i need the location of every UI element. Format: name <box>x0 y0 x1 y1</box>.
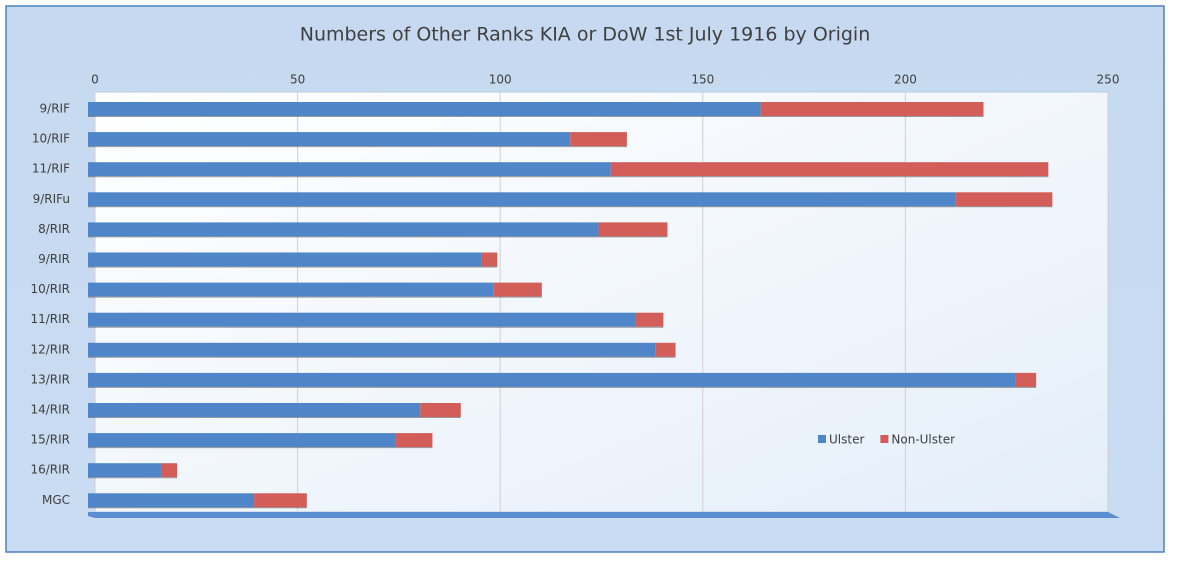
bar-segment <box>88 252 482 267</box>
bar-segment <box>88 132 571 147</box>
y-tick-label: MGC <box>42 493 70 507</box>
y-tick-label: 11/RIR <box>30 312 70 326</box>
plot-area <box>94 91 1109 513</box>
bar-segment <box>88 282 494 297</box>
bar-segment <box>1015 372 1037 387</box>
bar-segment <box>88 312 636 327</box>
bar-segment <box>88 403 421 417</box>
bar-segment <box>88 342 656 357</box>
bar-segment <box>395 433 433 448</box>
bar-segment <box>570 132 627 147</box>
x-tick-label: 150 <box>691 73 714 87</box>
bar-segment <box>88 192 956 207</box>
x-tick-label: 200 <box>894 73 917 87</box>
bar-segment <box>635 312 664 327</box>
legend-swatch <box>880 435 889 443</box>
bar-segment <box>481 252 498 267</box>
y-tick-label: 14/RIR <box>30 403 70 417</box>
bar-segment <box>88 493 255 508</box>
y-tick-label: 8/RIR <box>38 222 70 236</box>
bar-segment <box>88 433 396 448</box>
y-tick-label: 13/RIR <box>30 372 70 386</box>
bar-segment <box>493 282 542 297</box>
x-tick-label: 0 <box>91 73 99 87</box>
y-tick-label: 12/RIR <box>30 342 70 356</box>
bar-segment <box>955 192 1053 207</box>
x-tick-label: 100 <box>489 73 512 87</box>
y-tick-label: 10/RIF <box>32 132 70 146</box>
legend-swatch <box>818 435 826 443</box>
bar-segment <box>598 222 668 237</box>
bar-segment <box>88 162 611 177</box>
bar-segment <box>88 102 761 116</box>
bar-segment <box>655 342 676 357</box>
legend-label: Ulster <box>829 433 864 447</box>
bar-segment <box>254 493 307 508</box>
bar-segment <box>88 222 599 237</box>
y-tick-label: 11/RIF <box>32 162 70 176</box>
bar-segment <box>760 102 984 116</box>
legend-label: Non-Ulster <box>891 433 955 447</box>
y-tick-label: 10/RIR <box>30 282 70 296</box>
y-tick-label: 9/RIF <box>40 102 71 116</box>
floor <box>88 512 1120 518</box>
x-tick-label: 250 <box>1097 73 1120 87</box>
chart-title: Numbers of Other Ranks KIA or DoW 1st Ju… <box>300 24 871 46</box>
x-tick-label: 50 <box>290 73 305 87</box>
bar-segment <box>420 403 461 417</box>
bar-segment <box>88 463 161 478</box>
y-tick-label: 9/RIFu <box>33 192 70 206</box>
bar-segment <box>88 372 1016 387</box>
y-tick-label: 15/RIR <box>30 433 70 447</box>
bar-segment <box>610 162 1049 177</box>
bar-segment <box>160 463 178 478</box>
y-tick-label: 16/RIR <box>30 463 70 477</box>
y-tick-label: 9/RIR <box>38 252 70 266</box>
